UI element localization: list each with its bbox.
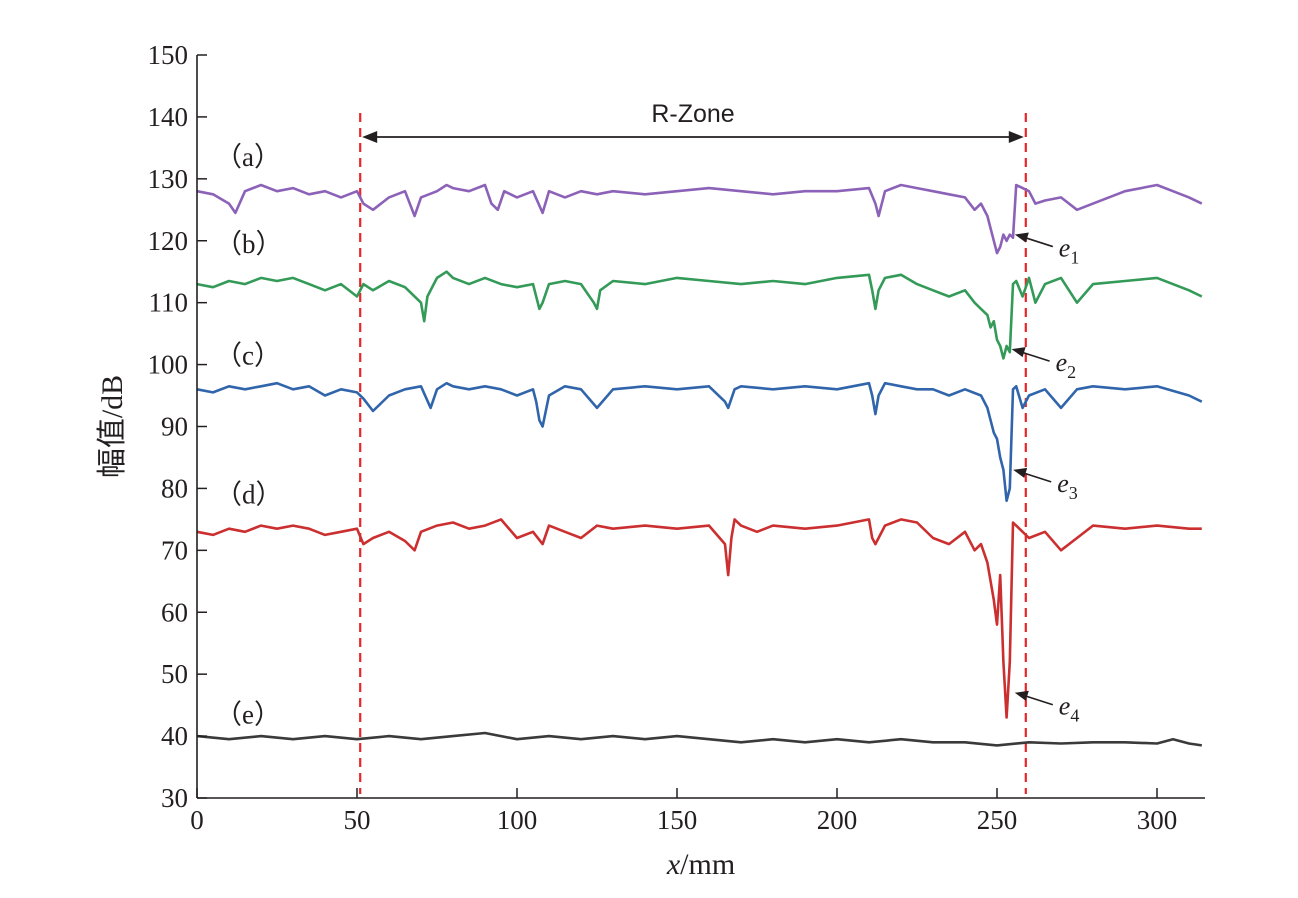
r-zone-arrow-head-left [362, 131, 378, 143]
series-layer [196, 183, 1203, 747]
defect-label: e1 [1059, 234, 1080, 268]
series-panel-label: （e） [215, 699, 281, 729]
y-ticks: 30 40 50 60 70 80 90 100 110 120 130 140 150 [148, 40, 207, 813]
defect-arrow-line [1022, 472, 1052, 483]
y-tick-label: 120 [148, 226, 189, 256]
series-panel-label: （b） [215, 229, 283, 259]
series-line-3 [196, 518, 1202, 719]
defect-arrow-line [1024, 236, 1054, 248]
y-tick-label: 70 [161, 535, 188, 565]
defect-subscript: 2 [1067, 362, 1076, 382]
x-tick-label: 100 [497, 805, 538, 835]
defect-letter: e [1059, 692, 1071, 721]
x-tick-label: 250 [977, 805, 1018, 835]
defect-letter: e [1057, 469, 1069, 498]
y-tick-label: 110 [149, 288, 189, 318]
defect-subscript: 4 [1070, 706, 1079, 726]
x-tick-label: 300 [1137, 805, 1178, 835]
defect-arrow-line [1021, 351, 1050, 362]
x-axis-variable: x [666, 848, 681, 881]
defect-label: e3 [1057, 469, 1078, 503]
y-tick-label: 80 [161, 473, 188, 503]
annotation-layer: （a）e1（b）e2（c）e3（d）e4（e） [215, 142, 1079, 729]
y-tick-label: 50 [161, 659, 188, 689]
y-tick-label: 100 [148, 350, 189, 380]
y-tick-label: 150 [148, 40, 189, 70]
defect-subscript: 1 [1070, 248, 1079, 268]
r-zone-label: R-Zone [651, 100, 734, 128]
x-axis-unit: /mm [680, 848, 735, 881]
y-tick-label: 90 [161, 412, 188, 442]
series-line-4 [196, 731, 1202, 747]
y-axis-title: 幅值/dB [96, 375, 129, 478]
x-tick-label: 200 [817, 805, 858, 835]
series-line-0 [196, 183, 1203, 255]
y-tick-label: 60 [161, 597, 188, 627]
defect-arrow-line [1024, 694, 1054, 706]
series-panel-label: （d） [215, 480, 283, 510]
x-axis-title: x/mm [666, 848, 735, 881]
defect-arrow-head [1013, 467, 1028, 478]
y-tick-label: 40 [161, 721, 188, 751]
x-tick-label: 50 [344, 805, 371, 835]
defect-label: e2 [1056, 348, 1077, 382]
defect-letter: e [1059, 234, 1071, 263]
r-zone-layer: R-Zone [359, 100, 1027, 794]
defect-arrow-head [1014, 690, 1029, 701]
defect-subscript: 3 [1069, 483, 1078, 503]
series-panel-label: （c） [215, 340, 281, 370]
y-tick-label: 140 [148, 102, 189, 132]
defect-arrow-head [1011, 347, 1026, 358]
y-tick-label: 130 [148, 164, 189, 194]
x-tick-label: 0 [190, 805, 204, 835]
series-line-2 [196, 381, 1203, 503]
series-line-1 [196, 270, 1203, 360]
series-panel-label: （a） [215, 142, 281, 172]
defect-letter: e [1056, 348, 1068, 377]
axes-layer: 30 40 50 60 70 80 90 100 110 120 130 140 150 0 50 100 1… [96, 40, 1205, 881]
x-tick-label: 150 [657, 805, 698, 835]
y-tick-label: 30 [161, 783, 188, 813]
defect-label: e4 [1059, 692, 1080, 726]
x-ticks: 0 50 100 150 200 250 300 [190, 788, 1177, 835]
r-zone-arrow-head-right [1008, 131, 1024, 143]
defect-arrow-head [1014, 232, 1029, 243]
